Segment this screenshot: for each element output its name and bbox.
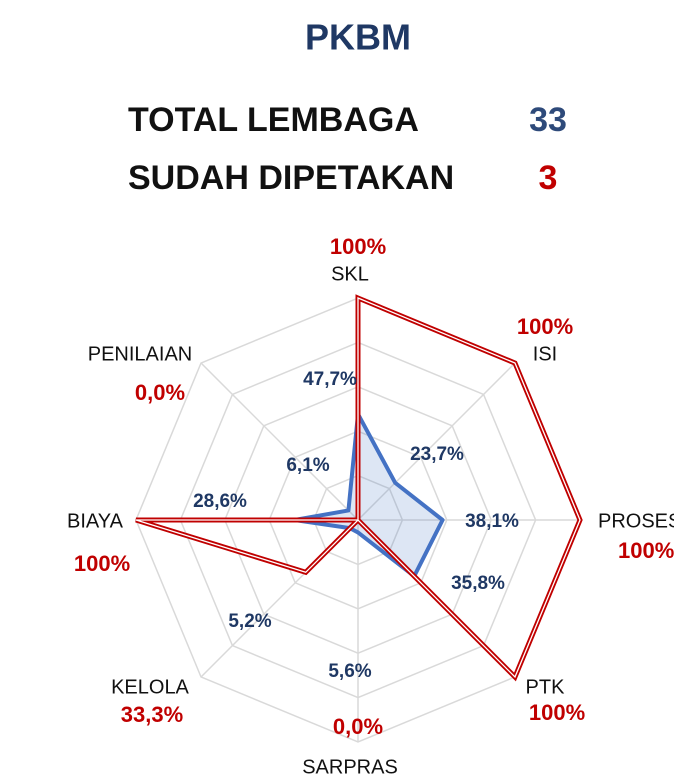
spoke <box>357 362 516 521</box>
category-label: ISI <box>533 343 557 365</box>
data-label: 0,0% <box>135 380 185 405</box>
category-label: PROSES <box>598 510 674 532</box>
data-label: 5,6% <box>328 661 371 682</box>
stat-value: 33 <box>529 101 567 139</box>
category-label: SKL <box>331 263 369 285</box>
category-label: PTK <box>526 676 566 698</box>
stat-value: 3 <box>539 159 558 197</box>
data-label: 5,2% <box>228 611 271 632</box>
category-label: BIAYA <box>67 510 124 532</box>
data-label: 100% <box>330 234 386 259</box>
stat-label: TOTAL LEMBAGA <box>128 101 419 139</box>
category-label: SARPRAS <box>302 756 398 778</box>
category-label: KELOLA <box>111 676 189 698</box>
data-label: 35,8% <box>451 573 505 594</box>
data-label: 100% <box>618 538 674 563</box>
radar-line-inner <box>135 297 581 679</box>
data-label: 6,1% <box>286 455 329 476</box>
data-label: 28,6% <box>193 491 247 512</box>
data-label: 38,1% <box>465 511 519 532</box>
data-label: 100% <box>529 700 585 725</box>
data-label: 23,7% <box>410 444 464 465</box>
spoke <box>200 362 359 521</box>
data-label: 100% <box>74 551 130 576</box>
data-label: 33,3% <box>121 702 183 727</box>
stat-label: SUDAH DIPETAKAN <box>128 159 454 197</box>
data-label: 47,7% <box>303 369 357 390</box>
radar-area <box>292 412 445 579</box>
data-label: 100% <box>517 314 573 339</box>
data-label: 0,0% <box>333 714 383 739</box>
category-label: PENILAIAN <box>88 343 192 365</box>
chart-title: PKBM <box>305 17 411 58</box>
